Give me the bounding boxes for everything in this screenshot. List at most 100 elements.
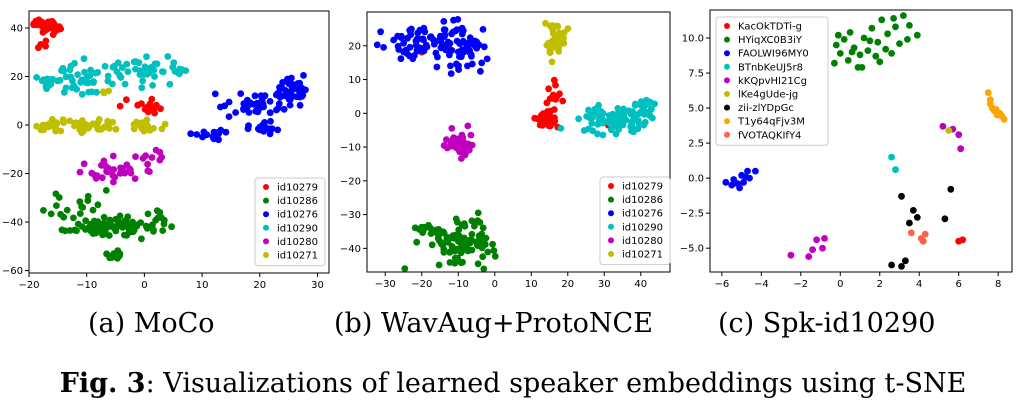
y-tick-label: 40 bbox=[10, 23, 23, 34]
legend-marker bbox=[263, 197, 269, 204]
scatter-point bbox=[170, 59, 178, 67]
series-id10290 bbox=[33, 53, 190, 98]
scatter-point bbox=[87, 66, 94, 74]
scatter-point bbox=[114, 255, 121, 262]
scatter-point bbox=[473, 44, 481, 52]
scatter-point bbox=[113, 223, 121, 231]
legend-marker bbox=[608, 251, 614, 257]
scatter-point bbox=[300, 72, 307, 79]
scatter-point bbox=[872, 52, 880, 60]
scatter-point bbox=[456, 136, 464, 144]
scatter-point bbox=[89, 206, 97, 214]
scatter-point bbox=[35, 44, 42, 52]
scatter-point bbox=[844, 57, 852, 64]
scatter-point bbox=[490, 247, 498, 255]
legend-label: KacOkTDTi-g bbox=[738, 22, 802, 33]
scatter-point bbox=[554, 35, 562, 42]
scatter-point bbox=[474, 217, 481, 225]
scatter-point bbox=[615, 113, 623, 121]
scatter-point bbox=[420, 36, 427, 44]
scatter-point bbox=[860, 34, 868, 42]
scatter-point bbox=[117, 73, 125, 81]
scatter-point bbox=[225, 113, 233, 120]
scatter-point bbox=[90, 78, 97, 86]
scatter-point bbox=[907, 229, 915, 237]
scatter-point bbox=[583, 113, 590, 120]
legend-label: T1y64qFjv3M bbox=[737, 117, 805, 128]
scatter-point bbox=[53, 202, 60, 210]
scatter-point bbox=[628, 127, 635, 135]
scatter-point bbox=[138, 84, 146, 92]
scatter-point bbox=[813, 236, 820, 244]
scatter-point bbox=[458, 24, 466, 32]
scatter-point bbox=[444, 143, 452, 151]
subcaption-b: (b) WavAug+ProtoNCE bbox=[334, 308, 653, 339]
scatter-point bbox=[286, 101, 294, 109]
x-tick-label: 10 bbox=[196, 280, 209, 291]
scatter-point bbox=[477, 67, 484, 75]
scatter-point bbox=[161, 120, 169, 128]
legend-marker bbox=[724, 118, 730, 125]
scatter-point bbox=[868, 24, 876, 32]
scatter-point bbox=[160, 216, 168, 224]
scatter-point bbox=[413, 47, 421, 54]
panel-a-moco: −20 −10 0 10 20 30 −60 −40 −20 0 20 40 id10279 id1028… bbox=[2, 10, 330, 291]
scatter-point bbox=[447, 70, 455, 77]
scatter-point bbox=[76, 210, 84, 218]
scatter-point bbox=[446, 259, 454, 266]
scatter-point bbox=[629, 108, 636, 116]
legend-marker bbox=[263, 224, 269, 231]
scatter-point bbox=[39, 29, 47, 36]
scatter-point bbox=[137, 122, 145, 130]
scatter-point bbox=[215, 136, 223, 144]
scatter-point bbox=[129, 218, 137, 226]
scatter-point bbox=[222, 128, 230, 136]
scatter-point bbox=[78, 90, 86, 98]
scatter-point bbox=[575, 115, 582, 123]
scatter-point bbox=[809, 246, 816, 254]
scatter-point bbox=[79, 124, 86, 132]
scatter-point bbox=[149, 82, 157, 89]
scatter-point bbox=[434, 235, 442, 243]
legend-label: HYiqXC0B3iY bbox=[738, 35, 803, 46]
scatter-point bbox=[296, 93, 304, 101]
scatter-point bbox=[100, 219, 108, 227]
series-lKe4gUde-jg bbox=[945, 127, 953, 134]
scatter-point bbox=[411, 52, 418, 59]
scatter-point bbox=[939, 122, 947, 130]
scatter-point bbox=[150, 226, 157, 234]
scatter-point bbox=[550, 76, 558, 84]
scatter-point bbox=[156, 209, 164, 216]
legend: KacOkTDTi-g HYiqXC0B3iY FAOLWI96MY0 BTnbKeU… bbox=[715, 16, 829, 146]
scatter-point bbox=[846, 29, 854, 36]
scatter-point bbox=[71, 122, 78, 130]
y-tick-label: −20 bbox=[340, 176, 361, 187]
scatter-point bbox=[599, 115, 606, 123]
scatter-point bbox=[728, 181, 736, 189]
series-id10271 bbox=[542, 19, 572, 66]
scatter-point bbox=[56, 76, 64, 84]
scatter-point bbox=[471, 222, 478, 230]
legend-box bbox=[599, 176, 671, 266]
scatter-point bbox=[480, 43, 488, 51]
scatter-point bbox=[435, 261, 443, 269]
scatter-point bbox=[805, 253, 813, 260]
scatter-point bbox=[945, 127, 953, 134]
scatter-point bbox=[474, 260, 482, 268]
scatter-point bbox=[108, 254, 116, 261]
scatter-point bbox=[648, 105, 655, 113]
series-id10279 bbox=[418, 44, 612, 131]
scatter-point bbox=[76, 168, 84, 176]
scatter-point bbox=[127, 169, 135, 177]
scatter-point bbox=[251, 92, 259, 100]
scatter-point bbox=[415, 226, 423, 233]
legend-label: BTnbKeUJ5r8 bbox=[738, 62, 803, 73]
scatter-point bbox=[428, 241, 436, 249]
scatter-point bbox=[644, 100, 651, 108]
scatter-point bbox=[154, 214, 162, 222]
series-id10286 bbox=[40, 187, 176, 262]
scatter-point bbox=[856, 51, 864, 59]
legend-label: id10271 bbox=[277, 251, 318, 262]
scatter-point bbox=[400, 39, 407, 47]
scatter-point bbox=[110, 166, 118, 173]
